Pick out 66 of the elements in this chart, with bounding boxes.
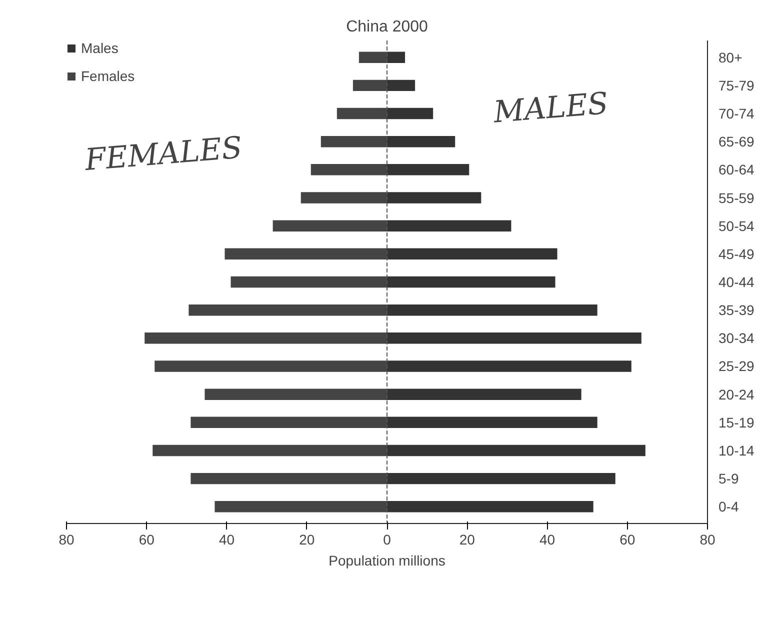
- bar: [224, 248, 387, 260]
- y-tick-label: 10-14: [718, 442, 755, 458]
- y-tick-label: 70-74: [718, 106, 755, 122]
- y-tick-label: 65-69: [718, 134, 755, 150]
- bar: [336, 108, 387, 120]
- x-tick-label: 80: [58, 532, 74, 548]
- y-tick-label: 20-24: [718, 386, 755, 402]
- y-tick-label: 75-79: [718, 77, 755, 94]
- bar: [387, 192, 482, 204]
- bar: [152, 444, 387, 456]
- annotation: MALES: [491, 86, 610, 130]
- bar: [188, 304, 387, 316]
- bar: [387, 164, 470, 176]
- y-tick-label: 50-54: [718, 218, 755, 234]
- bar: [387, 501, 594, 512]
- x-tick-label: 80: [700, 532, 716, 548]
- bar: [387, 304, 598, 316]
- bar: [387, 136, 456, 148]
- bar: [387, 220, 512, 232]
- bar: [358, 52, 387, 63]
- x-axis-title: Population millions: [328, 552, 446, 568]
- chart-title: China 2000: [346, 18, 428, 36]
- legend-label: Females: [81, 68, 135, 84]
- bar: [387, 388, 582, 400]
- y-tick-label: 30-34: [718, 330, 755, 346]
- x-tick-label: 60: [620, 532, 636, 548]
- x-tick-label: 40: [218, 532, 235, 548]
- x-tick-label: 0: [383, 532, 392, 548]
- y-tick-label: 80+: [718, 49, 742, 66]
- y-tick-label: 15-19: [718, 414, 755, 430]
- x-tick-label: 40: [539, 532, 556, 548]
- bar: [310, 164, 387, 176]
- bar: [230, 276, 387, 288]
- bar: [387, 276, 556, 288]
- y-tick-label: 40-44: [718, 274, 755, 290]
- x-tick-label: 20: [459, 532, 476, 548]
- bar: [154, 360, 387, 372]
- bar: [387, 332, 642, 344]
- y-tick-label: 45-49: [718, 246, 755, 262]
- y-tick-label: 0-4: [718, 498, 739, 515]
- bar: [272, 220, 387, 232]
- bar: [144, 332, 387, 344]
- bar: [387, 444, 646, 456]
- y-tick-label: 25-29: [718, 358, 755, 374]
- y-tick-label: 55-59: [718, 190, 755, 206]
- annotation: FEMALES: [82, 130, 244, 178]
- y-tick-label: 5-9: [718, 470, 739, 487]
- bar: [190, 472, 387, 484]
- bar: [214, 501, 387, 512]
- y-tick-label: 35-39: [718, 302, 755, 318]
- x-tick-label: 20: [299, 532, 315, 548]
- bar: [387, 108, 434, 120]
- y-tick-label: 60-64: [718, 162, 755, 178]
- bar: [387, 52, 406, 63]
- bar: [387, 416, 598, 428]
- legend-label: Males: [81, 40, 118, 56]
- bar: [387, 80, 416, 92]
- bar: [387, 360, 632, 372]
- bar: [320, 136, 387, 148]
- bar: [387, 248, 558, 260]
- bar: [352, 80, 387, 92]
- bar: [300, 192, 387, 204]
- bar: [387, 472, 616, 484]
- bar: [204, 388, 387, 400]
- bar: [190, 416, 387, 428]
- x-tick-label: 60: [138, 532, 155, 548]
